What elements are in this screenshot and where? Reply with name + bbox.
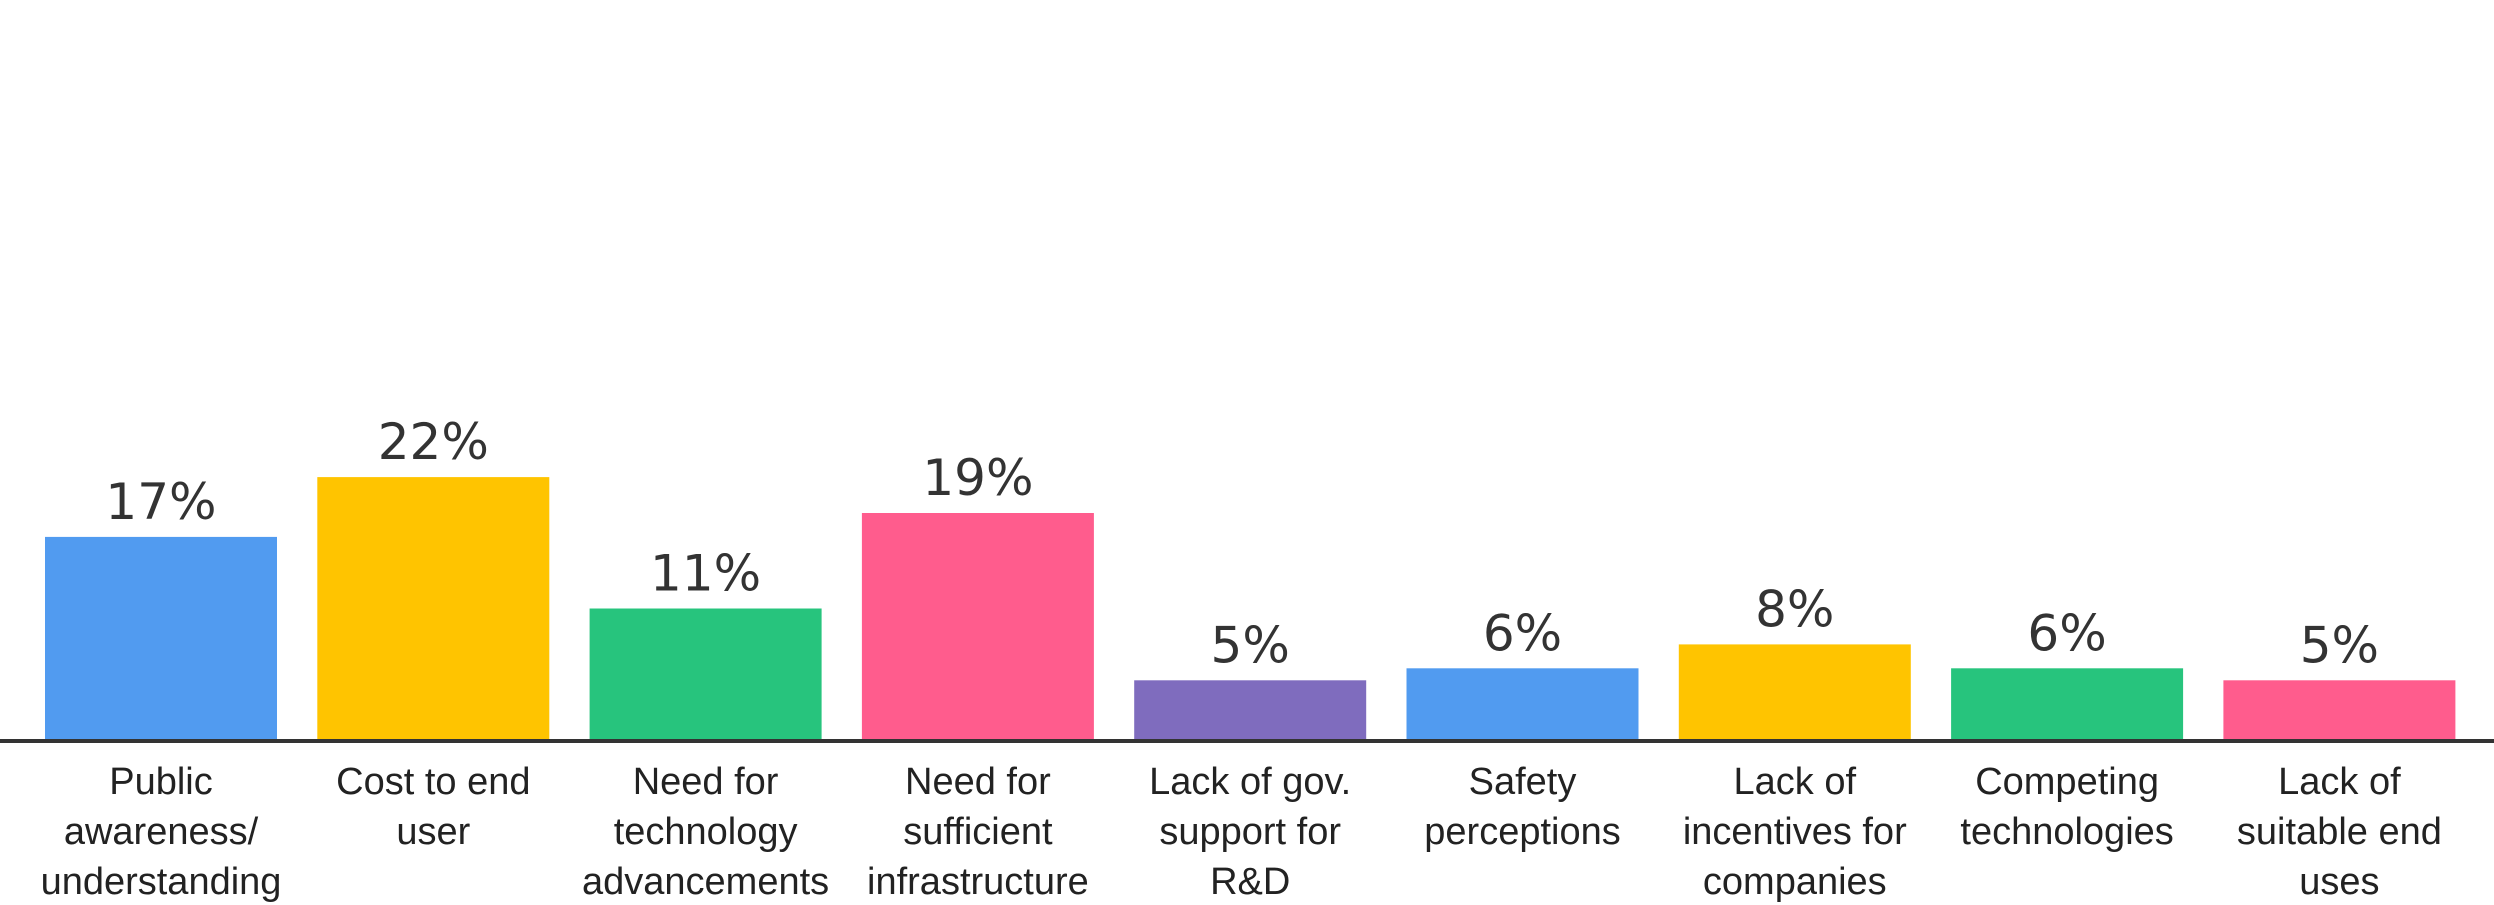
category-label-5: Lack of gov. support for R&D [1149,761,1351,903]
category-label-line: Competing [1975,761,2159,803]
bar-8 [1951,668,2184,740]
bar-5 [1134,680,1367,741]
bar-3 [589,608,822,740]
category-label-line: perceptions [1424,811,1620,853]
category-label-line: incentives for [1683,811,1907,853]
bar-2 [317,477,550,740]
category-label-8: Competing technologies [1960,761,2173,853]
category-label-2: Cost to end user [336,761,530,853]
category-label-line: Safety [1469,761,1577,803]
value-label-7: 8% [1755,580,1834,638]
category-label-line: Lack of [1734,761,1857,803]
bar-7 [1678,644,1911,740]
category-label-line: R&D [1210,861,1290,903]
category-label-line: support for [1159,811,1341,853]
category-label-line: companies [1703,861,1887,903]
value-label-5: 5% [1211,616,1290,674]
category-label-line: Need for [905,761,1051,803]
category-label-line: Cost to end [336,761,530,803]
value-label-6: 6% [1483,604,1562,662]
category-label-line: infrastructure [867,861,1089,903]
value-label-2: 22% [378,413,489,471]
category-label-line: understanding [41,861,282,903]
category-label-line: Lack of [2278,761,2401,803]
value-label-8: 6% [2027,604,2106,662]
bar-1 [45,536,277,740]
category-label-line: Need for [633,761,779,803]
category-label-line: sufficient [903,811,1053,853]
category-label-9: Lack of suitable end uses [2237,761,2442,903]
bar-6 [1406,668,1639,740]
category-labels-group: Public awareness/understanding Cost to end… [41,761,2442,903]
bars-group [45,477,2456,741]
category-label-line: user [396,811,470,853]
category-label-line: uses [2299,861,2379,903]
category-label-6: Safety perceptions [1424,761,1620,853]
value-labels-group: 17% 22% 11% 19% 5% 6% 8% 6% 5% [105,413,2379,674]
category-label-line: Lack of gov. [1149,761,1351,803]
category-label-line: advancements [582,861,829,903]
value-label-9: 5% [2300,616,2379,674]
category-label-3: Need for technology advancements [582,761,829,903]
bar-9 [2223,680,2456,741]
category-label-line: suitable end [2237,811,2442,853]
category-label-line: technologies [1960,811,2173,853]
value-label-4: 19% [922,449,1033,507]
category-label-line: awareness/ [64,811,259,853]
category-label-1: Public awareness/understanding [41,761,282,903]
value-label-1: 17% [105,473,216,531]
value-label-3: 11% [650,545,761,603]
category-label-line: Public [109,761,213,803]
category-label-4: Need for sufficient infrastructure [867,761,1089,903]
category-label-7: Lack of incentives for companies [1683,761,1907,903]
bar-4 [861,513,1094,740]
category-label-line: technology [614,811,798,853]
